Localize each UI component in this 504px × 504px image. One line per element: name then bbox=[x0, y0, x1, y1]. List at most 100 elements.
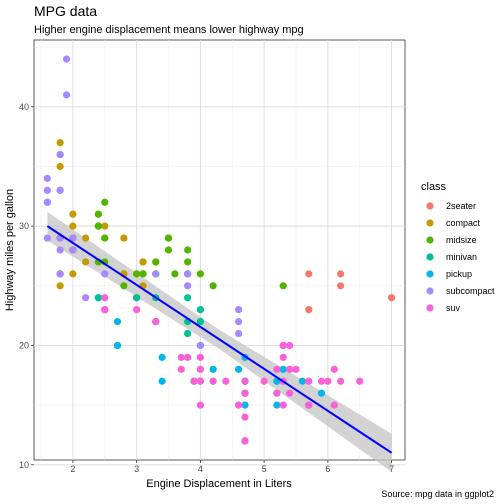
point-subcompact bbox=[235, 306, 243, 314]
point-suv bbox=[260, 377, 268, 385]
point-suv bbox=[286, 341, 294, 350]
point-minivan bbox=[196, 317, 204, 326]
legend-title: class bbox=[421, 181, 447, 193]
y-tick-label: 40 bbox=[19, 102, 29, 112]
point-suv bbox=[196, 377, 204, 385]
legend-key-suv bbox=[426, 304, 434, 312]
point-subcompact bbox=[184, 282, 192, 290]
point-pickup bbox=[273, 401, 281, 409]
point-compact bbox=[69, 270, 77, 278]
point-midsize bbox=[120, 282, 128, 290]
point-pickup bbox=[241, 401, 249, 409]
point-suv bbox=[133, 306, 141, 314]
point-compact bbox=[56, 139, 64, 147]
point-suv bbox=[286, 389, 294, 397]
point-suv bbox=[184, 353, 192, 361]
data-points bbox=[43, 55, 396, 445]
point-subcompact bbox=[56, 186, 64, 194]
point-pickup bbox=[235, 365, 243, 373]
point-midsize bbox=[279, 282, 287, 290]
point-suv bbox=[101, 294, 109, 302]
point-2seater bbox=[305, 270, 313, 278]
point-subcompact bbox=[69, 234, 77, 242]
point-compact bbox=[69, 210, 77, 218]
point-compact bbox=[139, 258, 147, 266]
chart-caption: Source: mpg data in ggplot2 bbox=[381, 489, 494, 499]
trend-line-path bbox=[46, 225, 393, 454]
point-suv bbox=[286, 365, 294, 373]
legend-label-midsize: midsize bbox=[446, 235, 477, 245]
point-suv bbox=[292, 365, 300, 373]
chart-subtitle: Higher engine displacement means lower h… bbox=[34, 24, 304, 36]
legend-label-pickup: pickup bbox=[446, 269, 472, 279]
point-compact bbox=[101, 222, 109, 230]
point-subcompact bbox=[43, 186, 51, 194]
x-axis-title: Engine Displacement in Liters bbox=[146, 478, 292, 490]
point-suv bbox=[279, 401, 287, 409]
point-midsize bbox=[152, 258, 160, 266]
point-minivan bbox=[184, 329, 192, 338]
legend-label-minivan: minivan bbox=[446, 252, 477, 262]
point-suv bbox=[241, 389, 249, 397]
point-suv bbox=[241, 377, 249, 385]
point-pickup bbox=[158, 377, 166, 385]
legend-label-suv: suv bbox=[446, 303, 461, 313]
x-tick-label: 2 bbox=[70, 464, 75, 474]
point-midsize bbox=[164, 246, 173, 254]
point-midsize bbox=[171, 270, 179, 278]
point-suv bbox=[330, 401, 338, 409]
legend-key-compact bbox=[426, 219, 434, 227]
confidence-band-area bbox=[47, 211, 392, 472]
point-subcompact bbox=[82, 294, 90, 302]
point-suv bbox=[177, 353, 185, 361]
trend-line bbox=[46, 225, 393, 454]
chart-title: MPG data bbox=[34, 3, 97, 19]
point-suv bbox=[273, 365, 281, 373]
point-compact bbox=[82, 258, 90, 266]
point-midsize bbox=[139, 270, 147, 278]
point-subcompact bbox=[69, 246, 77, 254]
point-subcompact bbox=[196, 341, 204, 350]
point-subcompact bbox=[152, 270, 160, 278]
point-suv bbox=[196, 365, 204, 373]
point-suv bbox=[241, 413, 249, 421]
point-subcompact bbox=[56, 150, 64, 159]
point-midsize bbox=[196, 270, 204, 278]
point-suv bbox=[190, 377, 198, 385]
point-suv bbox=[317, 377, 326, 385]
point-pickup bbox=[209, 365, 217, 373]
point-subcompact bbox=[43, 174, 51, 183]
point-suv bbox=[305, 377, 313, 385]
point-subcompact bbox=[62, 55, 71, 63]
point-suv bbox=[196, 401, 204, 409]
x-tick-label: 6 bbox=[325, 464, 330, 474]
legend-key-midsize bbox=[426, 236, 434, 244]
legend-label-subcompact: subcompact bbox=[446, 286, 495, 296]
x-tick-label: 5 bbox=[262, 464, 267, 474]
x-tick-label: 4 bbox=[198, 464, 203, 474]
point-pickup bbox=[113, 341, 122, 350]
point-subcompact bbox=[56, 270, 64, 278]
point-subcompact bbox=[184, 270, 192, 278]
point-suv bbox=[177, 365, 185, 373]
point-suv bbox=[305, 401, 313, 409]
legend-key-subcompact bbox=[426, 287, 434, 295]
point-2seater bbox=[305, 306, 313, 314]
point-midsize bbox=[94, 222, 102, 230]
point-subcompact bbox=[43, 198, 51, 206]
legend-key-2seater bbox=[426, 202, 434, 210]
point-midsize bbox=[184, 258, 192, 266]
point-compact bbox=[82, 234, 90, 242]
point-subcompact bbox=[43, 234, 51, 242]
point-compact bbox=[56, 282, 64, 290]
point-suv bbox=[209, 377, 217, 385]
point-suv bbox=[101, 306, 109, 314]
point-midsize bbox=[133, 270, 141, 278]
point-suv bbox=[222, 377, 230, 385]
point-suv bbox=[273, 389, 281, 397]
point-minivan bbox=[94, 294, 102, 302]
x-tick-label: 7 bbox=[389, 464, 394, 474]
point-pickup bbox=[158, 353, 166, 361]
legend-key-pickup bbox=[426, 270, 434, 278]
